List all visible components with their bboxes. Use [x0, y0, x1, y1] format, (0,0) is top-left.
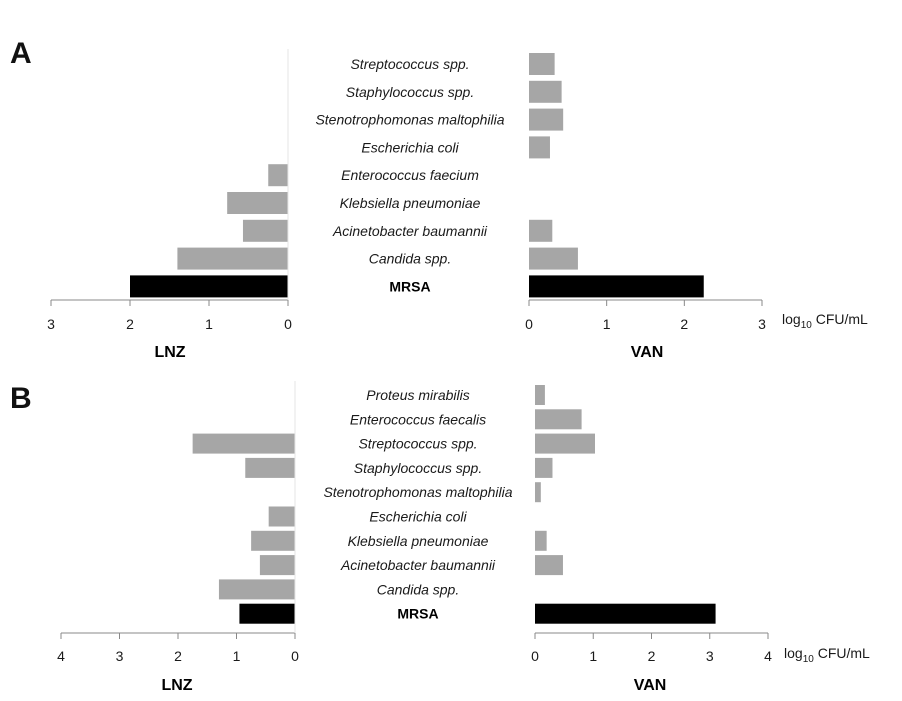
panel-a: A Streptococcus spp.Staphylococcus spp.S…	[10, 37, 868, 361]
lnz-tick-label: 1	[233, 648, 241, 664]
van-tick-label: 0	[531, 648, 539, 664]
panel-a-lnz-bars	[130, 164, 288, 298]
lnz-tick-label: 1	[205, 316, 213, 332]
panel-b-lnz-bars	[192, 433, 295, 624]
panel-b-label: B	[10, 382, 32, 415]
van-bar-stenotrophomonas-maltophilia	[529, 108, 564, 131]
van-bar-streptococcus-spp	[529, 53, 555, 75]
category-label: Proteus mirabilis	[366, 387, 469, 403]
category-label: Staphylococcus spp.	[354, 460, 482, 476]
lnz-tick-label: 0	[291, 648, 299, 664]
van-bar-stenotrophomonas-maltophilia	[535, 482, 541, 503]
category-label: Candida spp.	[369, 251, 452, 267]
panel-a-lnz-label: LNZ	[154, 344, 185, 361]
lnz-bar-escherichia-coli	[268, 506, 295, 527]
van-tick-label: 4	[764, 648, 772, 664]
panel-a-lnz-axis: 3 2 1 0	[47, 49, 292, 332]
lnz-bar-klebsiella-pneumoniae	[227, 192, 288, 214]
lnz-bar-enterococcus-faecium	[268, 164, 288, 187]
van-tick-label: 3	[706, 648, 714, 664]
panel-a-van-label: VAN	[631, 344, 664, 361]
category-label: Stenotrophomonas maltophilia	[323, 484, 512, 500]
panel-b-van-label: VAN	[634, 677, 667, 694]
panel-b-unit-label: log10 CFU/mL	[784, 645, 870, 665]
van-bar-acinetobacter-baumannii	[529, 219, 553, 242]
panel-a-unit-label: log10 CFU/mL	[782, 311, 868, 331]
panel-a-label: A	[10, 37, 32, 70]
category-label: Streptococcus spp.	[350, 56, 469, 72]
van-bar-mrsa	[535, 603, 716, 624]
van-bar-mrsa	[529, 275, 704, 298]
category-label: Escherichia coli	[361, 139, 459, 155]
category-label: Acinetobacter baumannii	[340, 557, 496, 573]
lnz-bar-mrsa	[130, 275, 288, 298]
category-label: MRSA	[389, 278, 430, 294]
panel-a-categories: Streptococcus spp. Staphylococcus spp. Ste…	[315, 56, 504, 294]
lnz-tick-label: 0	[284, 316, 292, 332]
category-label: Stenotrophomonas maltophilia	[315, 112, 504, 128]
category-label: MRSA	[397, 606, 438, 622]
category-label: Acinetobacter baumannii	[332, 223, 488, 239]
van-bar-proteus-mirabilis	[535, 385, 545, 405]
van-bar-staphylococcus-spp	[535, 457, 553, 478]
van-bar-klebsiella-pneumoniae	[535, 530, 547, 551]
panel-b-van-axis: 0 1 2 3 4	[531, 632, 772, 664]
lnz-tick-label: 3	[116, 648, 124, 664]
lnz-bar-candida-spp	[218, 579, 295, 600]
lnz-bar-acinetobacter-baumannii	[242, 219, 288, 242]
category-label: Klebsiella pneumoniae	[340, 195, 481, 211]
lnz-bar-mrsa	[239, 603, 295, 624]
lnz-bar-acinetobacter-baumannii	[259, 555, 295, 576]
van-tick-label: 1	[589, 648, 597, 664]
lnz-tick-label: 4	[57, 648, 65, 664]
category-label: Klebsiella pneumoniae	[348, 533, 489, 549]
category-label: Escherichia coli	[369, 509, 467, 525]
van-tick-label: 2	[648, 648, 656, 664]
category-label: Streptococcus spp.	[358, 436, 477, 452]
panel-b-lnz-axis: 4 3 2 1 0	[57, 381, 299, 664]
panel-b-lnz-label: LNZ	[161, 677, 192, 694]
van-bar-streptococcus-spp	[535, 433, 595, 454]
lnz-tick-label: 2	[126, 316, 134, 332]
lnz-bar-klebsiella-pneumoniae	[251, 530, 295, 551]
panel-b-categories: Proteus mirabilis Enterococcus faecalis St…	[323, 387, 512, 622]
panel-b: B Proteus mirabilis Enterococcus faecalis…	[10, 381, 870, 694]
van-tick-label: 3	[758, 316, 766, 332]
panel-a-van-bars	[529, 53, 704, 298]
van-bar-staphylococcus-spp	[529, 80, 562, 103]
lnz-tick-label: 2	[174, 648, 182, 664]
category-label: Candida spp.	[377, 581, 460, 597]
van-bar-enterococcus-faecalis	[535, 409, 582, 430]
van-bar-escherichia-coli	[529, 136, 550, 159]
panel-a-van-axis: 0 1 2 3	[525, 299, 766, 332]
category-label: Staphylococcus spp.	[346, 84, 474, 100]
van-bar-candida-spp	[529, 247, 578, 270]
van-tick-label: 0	[525, 316, 533, 332]
lnz-bar-candida-spp	[177, 247, 288, 270]
category-label: Enterococcus faecium	[341, 167, 479, 183]
van-tick-label: 1	[603, 316, 611, 332]
lnz-bar-staphylococcus-spp	[245, 457, 295, 478]
van-tick-label: 2	[680, 316, 688, 332]
lnz-bar-streptococcus-spp	[192, 433, 295, 454]
van-bar-acinetobacter-baumannii	[535, 555, 563, 576]
category-label: Enterococcus faecalis	[350, 411, 486, 427]
lnz-tick-label: 3	[47, 316, 55, 332]
panel-b-van-bars	[535, 385, 716, 624]
